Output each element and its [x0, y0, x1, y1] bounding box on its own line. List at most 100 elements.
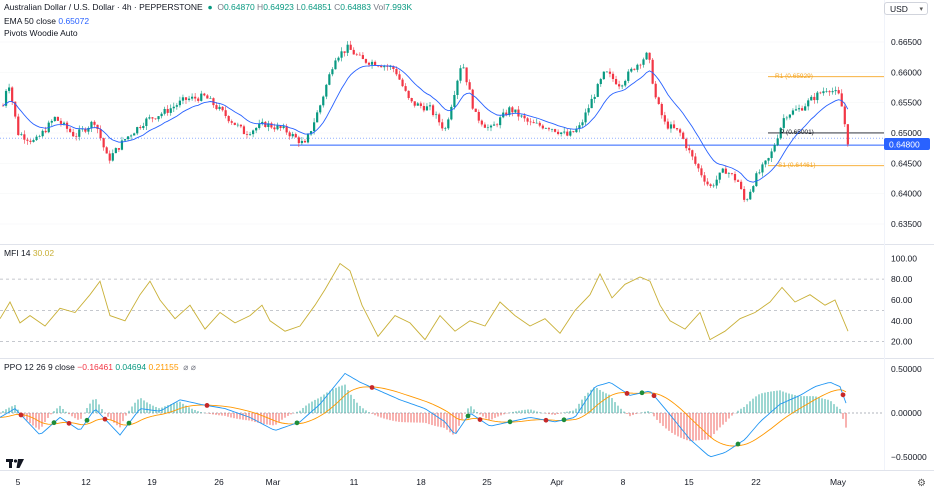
ppo-histogram-bar: [437, 413, 439, 427]
ppo-histogram-bar: [821, 398, 823, 413]
ppo-histogram-bar: [335, 387, 337, 413]
time-tick-label: 11: [350, 477, 359, 487]
candle-body: [840, 93, 843, 107]
ppo-histogram-bar: [350, 394, 352, 413]
candle-body: [602, 71, 605, 80]
candle-body: [35, 136, 38, 141]
candle-body: [90, 121, 93, 128]
symbol-legend[interactable]: Australian Dollar / U.S. Dollar · 4h · P…: [4, 2, 412, 13]
time-axis[interactable]: 5 12 19 26 Mar 11 18 25 Apr 8 15 22 May: [16, 477, 847, 487]
candle-body: [767, 158, 770, 161]
pivots-legend[interactable]: Pivots Woodie Auto: [4, 28, 78, 39]
ppo-histogram-bar: [62, 409, 64, 413]
ppo-histogram-bar: [842, 413, 844, 419]
ppo-histogram-bar: [656, 413, 658, 420]
currency-select[interactable]: USD ▾: [884, 2, 928, 15]
ema-legend[interactable]: EMA 50 close 0.65072: [4, 16, 89, 27]
candle-body: [236, 124, 239, 126]
candle-body: [657, 97, 660, 104]
candle-body: [191, 96, 194, 99]
candle-body: [761, 164, 764, 173]
ppo-histogram-bar: [683, 413, 685, 440]
candle-body: [459, 68, 462, 81]
candle-body: [337, 57, 340, 61]
ppo-histogram-bar: [452, 413, 454, 435]
ppo-histogram-bar: [368, 412, 370, 413]
time-tick-label: 22: [751, 477, 761, 487]
candle-body: [386, 66, 389, 67]
ppo-histogram-bar: [254, 413, 256, 423]
ppo-legend-v1: −0.16461: [77, 362, 113, 372]
ppo-histogram-bar: [143, 400, 145, 413]
mfi-tick-label: 80.00: [891, 274, 913, 284]
candle-body: [508, 107, 511, 116]
ppo-histogram-bar: [746, 404, 748, 413]
ppo-histogram-bar: [620, 408, 622, 413]
ppo-histogram-bar: [722, 413, 724, 425]
candle-body: [593, 96, 596, 99]
ppo-histogram-bar: [8, 407, 10, 413]
ppo-bull-cross: [561, 417, 567, 423]
candle-body: [346, 44, 349, 53]
candle-body: [72, 131, 75, 137]
settings-icon[interactable]: ⌀: [180, 362, 189, 372]
ppo-histogram-bar: [629, 413, 631, 417]
candle-body: [416, 103, 419, 106]
candle-body: [59, 120, 63, 124]
candle-body: [166, 108, 169, 113]
ppo-histogram-bar: [830, 401, 832, 413]
ppo-histogram-bar: [731, 413, 733, 416]
ppo-histogram-bar: [725, 413, 727, 422]
ppo-histogram-bar: [116, 413, 118, 426]
ppo-histogram-bar: [68, 413, 70, 415]
ppo-histogram-bar: [728, 413, 730, 419]
price-tick-label: 0.64500: [891, 158, 922, 168]
ppo-bear-cross: [102, 416, 108, 422]
ppo-histogram-bar: [32, 413, 34, 426]
candle-body: [367, 62, 371, 65]
ppo-histogram-bar: [815, 396, 817, 413]
candle-body: [532, 122, 535, 124]
ppo-histogram-bar: [74, 413, 76, 419]
ppo-histogram-bar: [758, 394, 760, 413]
ppo-histogram-bar: [836, 406, 838, 413]
candle-body: [349, 44, 352, 50]
candle-body: [8, 87, 11, 91]
ppo-histogram-bar: [803, 396, 805, 413]
candle-body: [816, 92, 819, 101]
candle-body: [547, 128, 551, 130]
candle-body: [721, 168, 724, 173]
ppo-bear-cross: [624, 391, 630, 396]
candle-body: [520, 115, 523, 117]
ppo-histogram-bar: [362, 408, 364, 413]
price-axis[interactable]: 0.66500 0.66000 0.65500 0.65000 0.64500 0.640…: [891, 37, 922, 229]
ppo-histogram-bar: [53, 411, 55, 413]
time-tick-label: Mar: [266, 477, 281, 487]
symbol-title[interactable]: Australian Dollar / U.S. Dollar · 4h · P…: [4, 2, 203, 12]
mfi-legend[interactable]: MFI 14 30.02: [4, 248, 54, 259]
candle-body: [596, 84, 599, 97]
tradingview-logo-icon: [6, 459, 24, 468]
candle-body: [395, 68, 398, 75]
ppo-histogram-bar: [587, 392, 589, 413]
ppo-histogram-bar: [245, 413, 247, 421]
candle-body: [151, 117, 154, 119]
candle-body: [145, 118, 148, 126]
candle-body: [550, 129, 554, 130]
settings-icon[interactable]: ⌀: [190, 362, 196, 372]
ppo-histogram-bar: [152, 405, 154, 413]
ppo-histogram-bar: [170, 404, 172, 413]
ppo-histogram-bar: [98, 404, 100, 413]
ppo-histogram-bar: [242, 413, 244, 420]
candle-body: [758, 172, 761, 174]
ppo-bull-cross: [294, 420, 300, 426]
ppo-legend[interactable]: PPO 12 26 9 close −0.16461 0.04694 0.211…: [4, 362, 196, 373]
gear-icon[interactable]: ⚙: [917, 478, 926, 489]
time-tick-label: Apr: [550, 477, 563, 487]
candle-body: [279, 125, 282, 128]
candle-body: [837, 90, 840, 94]
ppo-histogram-bar: [593, 387, 595, 413]
candle-body: [794, 109, 798, 111]
ppo-histogram-bar: [491, 413, 493, 420]
